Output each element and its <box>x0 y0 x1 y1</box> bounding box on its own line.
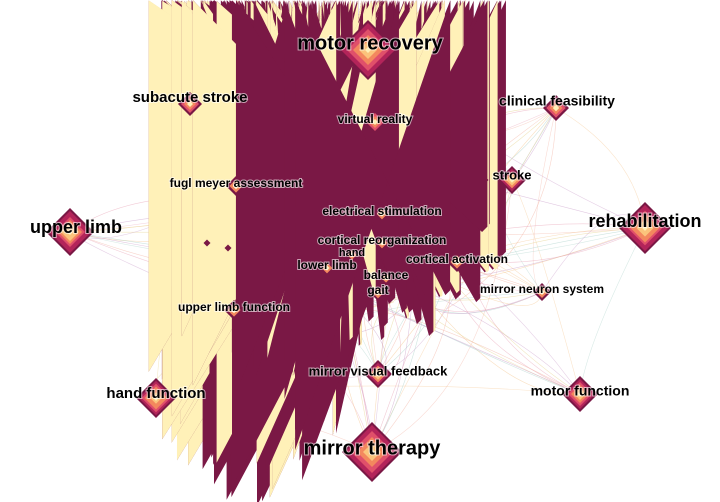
keyword-label: motor function <box>531 383 630 399</box>
keyword-label: balance <box>364 268 409 282</box>
minor-node <box>224 244 232 252</box>
keyword-node <box>369 449 375 455</box>
minor-node <box>242 239 250 247</box>
keyword-node <box>187 101 193 107</box>
keyword-label: rehabilitation <box>588 211 701 231</box>
keyword-node <box>232 182 240 190</box>
minor-nodes <box>148 0 506 502</box>
edge <box>532 107 557 293</box>
minor-node <box>295 0 451 451</box>
keyword-label: subacute stroke <box>132 89 247 106</box>
edge <box>511 179 581 395</box>
keyword-node <box>153 395 159 401</box>
keyword-label: mirror visual feedback <box>309 363 448 378</box>
minor-node <box>203 239 211 247</box>
keyword-label: fugl meyer assessment <box>170 176 303 190</box>
keyword-node <box>349 252 355 258</box>
keyword-node <box>372 119 378 125</box>
keyword-node <box>67 229 73 235</box>
keyword-node <box>375 290 381 296</box>
keyword-label: hand function <box>106 385 205 402</box>
labels: motor recovery subacute stroke clinical fe… <box>29 31 703 460</box>
keyword-label: electrical stimulation <box>322 204 441 218</box>
keyword-node <box>642 225 648 231</box>
keyword-node <box>383 275 389 281</box>
keyword-node <box>375 371 381 377</box>
minor-node <box>388 129 396 137</box>
keyword-label: mirror neuron system <box>480 282 604 296</box>
keyword-label: mirror therapy <box>304 437 442 459</box>
keyword-node <box>365 47 371 53</box>
keyword-label: motor recovery <box>297 32 443 54</box>
keyword-label: gait <box>367 283 388 297</box>
major-nodes <box>46 20 671 482</box>
keyword-node <box>379 211 385 217</box>
keyword-label: virtual reality <box>338 112 413 126</box>
keyword-label: cortical activation <box>406 252 508 266</box>
minor-node <box>481 176 489 184</box>
keyword-label: upper limb function <box>178 300 290 314</box>
keyword-label: upper limb <box>30 217 122 237</box>
keyword-node <box>552 104 560 112</box>
keyword-label: stroke <box>492 167 531 182</box>
minor-node <box>474 154 482 162</box>
edge <box>349 308 581 395</box>
keyword-node <box>324 265 330 271</box>
edge <box>352 291 581 395</box>
keyword-node <box>509 177 515 183</box>
keyword-node <box>539 289 545 295</box>
keyword-node <box>453 258 461 266</box>
keyword-label: clinical feasibility <box>499 93 615 109</box>
keyword-label: cortical reorganization <box>318 233 447 247</box>
keyword-node <box>379 240 385 246</box>
keyword-node <box>577 391 583 397</box>
keyword-label: lower limb <box>297 258 356 272</box>
keyword-node <box>230 306 238 314</box>
keyword-label: hand <box>339 247 365 259</box>
